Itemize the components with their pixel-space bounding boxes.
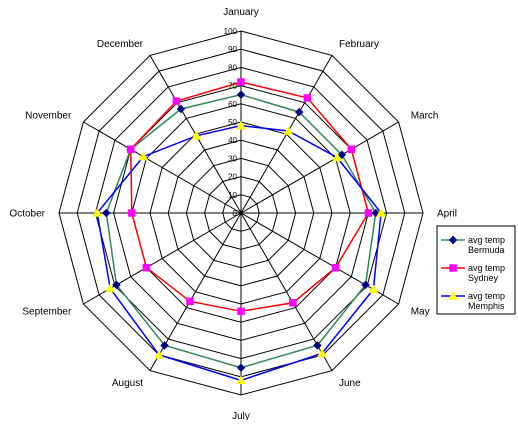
axis-spoke <box>240 121 399 214</box>
data-point <box>347 145 356 154</box>
series-layer <box>92 78 387 385</box>
data-point <box>236 90 246 100</box>
category-label: December <box>97 39 144 50</box>
category-label: August <box>112 378 143 389</box>
data-point <box>289 299 297 307</box>
series-2 <box>92 120 387 385</box>
data-point <box>126 145 135 154</box>
series-1 <box>126 78 373 316</box>
category-label: May <box>411 307 430 318</box>
data-point <box>236 120 246 130</box>
data-point <box>176 104 186 114</box>
data-point <box>142 263 151 272</box>
data-point <box>361 280 370 290</box>
data-point <box>283 125 294 135</box>
legend-label: avg temp <box>468 263 505 273</box>
data-point <box>294 107 304 117</box>
legend-marker <box>449 264 457 272</box>
data-point <box>368 284 379 294</box>
legend-label: Memphis <box>468 301 505 311</box>
category-label: September <box>22 307 72 318</box>
tick-label: 50 <box>228 118 237 127</box>
category-label: June <box>339 378 361 389</box>
tick-label: 80 <box>228 63 237 72</box>
category-label: March <box>411 111 439 122</box>
tick-label: 90 <box>228 45 237 54</box>
legend-label: Bermuda <box>468 245 505 255</box>
data-point <box>128 209 136 217</box>
legend-marker <box>448 235 458 245</box>
tick-label: 60 <box>228 100 237 109</box>
data-point <box>332 152 343 162</box>
legend-marker <box>448 290 458 300</box>
legend-label: Sydney <box>468 273 499 283</box>
series-line <box>96 124 382 382</box>
tick-label: 0 <box>233 209 238 218</box>
category-label: November <box>25 111 72 122</box>
tick-label: 10 <box>228 191 237 200</box>
data-point <box>186 297 194 306</box>
data-point <box>337 150 347 160</box>
data-point <box>236 375 246 385</box>
data-point <box>317 348 327 358</box>
data-point <box>236 363 246 373</box>
data-point <box>331 263 340 272</box>
category-label: July <box>232 411 250 420</box>
data-point <box>313 341 322 350</box>
tick-label: 40 <box>228 136 237 145</box>
data-point <box>154 349 165 359</box>
tick-label: 100 <box>224 27 238 36</box>
data-point <box>172 97 181 105</box>
tick-label: 30 <box>228 154 237 163</box>
axis-spoke <box>83 121 242 214</box>
data-point <box>237 307 245 316</box>
category-label: October <box>9 209 45 220</box>
data-point <box>92 207 103 217</box>
data-point <box>138 151 149 161</box>
data-point <box>303 94 312 102</box>
data-point <box>376 207 387 217</box>
data-point <box>105 283 116 293</box>
category-label: April <box>437 209 457 220</box>
legend-label: avg temp <box>468 235 505 245</box>
data-point <box>191 130 202 140</box>
data-point <box>237 78 245 86</box>
label-layer: 0 10 20 30 40 50 60 70 80 90 100 January February Mar… <box>9 7 457 422</box>
data-point <box>160 341 169 350</box>
category-label: February <box>339 39 379 50</box>
legend-label: avg temp <box>468 291 505 301</box>
data-point <box>112 280 121 290</box>
data-point <box>101 208 111 218</box>
tick-label: 70 <box>228 82 237 91</box>
data-point <box>364 209 373 217</box>
tick-label: 20 <box>228 173 237 182</box>
category-label: January <box>223 7 259 18</box>
